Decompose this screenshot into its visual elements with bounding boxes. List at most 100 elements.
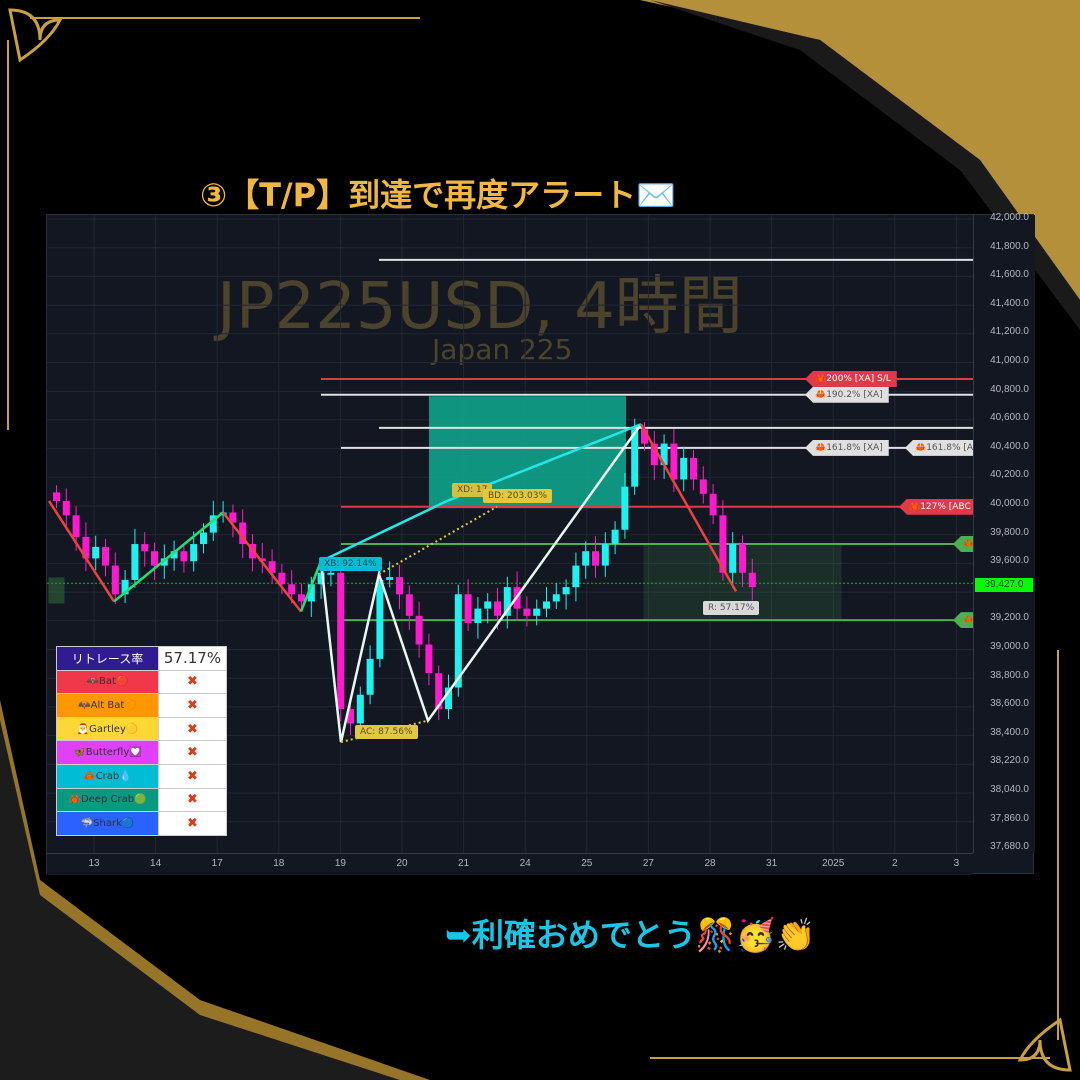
pattern-row: 🦀Deep Crab🟢 ✖ — [56, 787, 227, 813]
pattern-emoji-icon: 🦋 — [73, 747, 86, 759]
candle — [592, 551, 599, 566]
candle — [729, 544, 737, 573]
pattern-status-x-icon: ✖ — [158, 811, 227, 836]
pattern-status-x-icon: ✖ — [158, 693, 227, 718]
chart-subtitle-watermark: Japan 225 — [432, 333, 573, 366]
pattern-emoji-icon: 🦈 — [80, 817, 94, 829]
pattern-dot-icon: 🔵 — [121, 817, 135, 829]
left-zone — [48, 577, 65, 604]
zigzag-up — [113, 511, 224, 603]
candle — [611, 529, 619, 545]
candle — [347, 709, 354, 724]
zigzag-down — [222, 511, 302, 613]
candle — [190, 544, 198, 562]
candle — [111, 565, 119, 595]
candle — [327, 572, 335, 575]
candle — [494, 601, 501, 616]
candle — [386, 577, 394, 580]
pattern-emoji-icon: 🦀 — [83, 770, 96, 782]
pattern-name: 🦋Butterfly💟 — [56, 740, 159, 765]
retracement-table: リトレース率 57.17% 🦇Bat🔴 ✖ 🦇Alt Bat🟠 ✖ 🎅Gartley🟡 ✖… — [56, 646, 227, 836]
price-tick: 38,040.0 — [990, 784, 1029, 795]
price-tick: 40,200.0 — [990, 469, 1029, 481]
pattern-label: Gartley — [89, 723, 126, 735]
pattern-label: Shark — [93, 817, 122, 829]
candle — [582, 551, 590, 566]
candle — [72, 515, 80, 537]
price-tick: 38,800.0 — [990, 669, 1029, 681]
time-tick: 13 — [88, 858, 100, 869]
price-tick: 40,000.0 — [990, 498, 1029, 509]
ac-label: AC: 87.56% — [355, 725, 418, 739]
time-tick: 21 — [458, 858, 470, 869]
pattern-row: 🦇Bat🔴 ✖ — [56, 669, 227, 695]
time-axis[interactable]: 13 14 17 18 19 20 21 24 25 27 28 31 2025 2 3 — [47, 853, 973, 875]
candle — [92, 546, 100, 559]
time-tick: 2025 — [822, 858, 845, 869]
headline: ③【T/P】到達で再度アラート✉️ — [200, 176, 676, 214]
time-tick: 14 — [150, 858, 162, 869]
time-tick: 28 — [704, 858, 716, 869]
congrats-text: ➥利確おめでとう🎊🥳👏 — [445, 916, 816, 954]
candle — [141, 544, 149, 552]
candle — [102, 546, 109, 566]
candle — [552, 594, 560, 602]
pattern-row: 🦈Shark🔵 ✖ — [56, 811, 227, 836]
time-tick: 25 — [581, 858, 593, 869]
pattern-dot-icon: 💧 — [119, 770, 132, 782]
candle — [503, 587, 511, 616]
candle — [278, 572, 286, 585]
level-label: 🦀161.8% [A — [905, 439, 980, 456]
candle — [601, 544, 609, 566]
price-tick: 41,600.0 — [990, 269, 1029, 281]
time-tick: 19 — [334, 858, 346, 869]
time-tick: 31 — [766, 858, 778, 869]
pattern-label: Crab — [95, 770, 120, 782]
candle — [356, 694, 364, 724]
pattern-name: 🦇Bat🔴 — [56, 669, 159, 695]
level-label: 🦀200% [XA] S/L — [805, 371, 897, 388]
candle — [533, 608, 541, 616]
time-tick: 20 — [396, 858, 408, 869]
candle — [258, 558, 266, 562]
pattern-name: 🦀Deep Crab🟢 — [56, 787, 159, 813]
retrace-header: リトレース率 — [56, 646, 159, 671]
candle — [572, 565, 580, 588]
candle — [670, 443, 678, 480]
price-tick: 41,200.0 — [990, 326, 1029, 338]
pattern-label: Deep Crab — [80, 794, 135, 806]
candle — [405, 594, 413, 616]
pattern-row: 🦀Crab💧 ✖ — [56, 763, 227, 789]
price-axis[interactable]: 42,000.0 41,800.0 41,600.0 41,400.0 41,200.0… — [973, 212, 1035, 853]
price-tick: 38,600.0 — [990, 698, 1029, 710]
time-tick: 17 — [211, 858, 223, 869]
price-tick: 41,400.0 — [990, 297, 1029, 309]
candle — [268, 561, 276, 573]
candle — [229, 512, 237, 523]
price-tick: 38,220.0 — [990, 755, 1029, 767]
level-label: 🦀161.8% [XA] — [805, 439, 889, 456]
price-tick: 39,200.0 — [990, 612, 1029, 624]
candle — [317, 572, 325, 585]
chart-title-watermark: JP225USD, 4時間 — [217, 270, 743, 344]
trading-chart[interactable]: JP225USD, 4時間 Japan 225 🦀200% [XA] S/L 🦀1… — [46, 212, 1035, 875]
time-tick: 2 — [892, 858, 898, 869]
pattern-status-x-icon: ✖ — [158, 763, 227, 789]
candle — [719, 515, 727, 573]
candle — [739, 544, 746, 573]
pattern-name: 🎅Gartley🟡 — [56, 716, 159, 742]
pattern-row: 🦇Alt Bat🟠 ✖ — [56, 693, 227, 718]
candle — [445, 687, 452, 710]
candle — [748, 572, 756, 588]
candle — [435, 673, 443, 710]
candle — [288, 584, 296, 595]
price-tick: 39,000.0 — [990, 641, 1029, 652]
price-tick: 37,860.0 — [990, 812, 1029, 824]
candle — [650, 443, 658, 466]
candle — [415, 615, 423, 645]
time-tick: 24 — [519, 858, 531, 869]
price-tick: 39,600.0 — [990, 555, 1029, 567]
zigzag-down — [639, 423, 738, 593]
zigzag-down — [47, 500, 116, 603]
